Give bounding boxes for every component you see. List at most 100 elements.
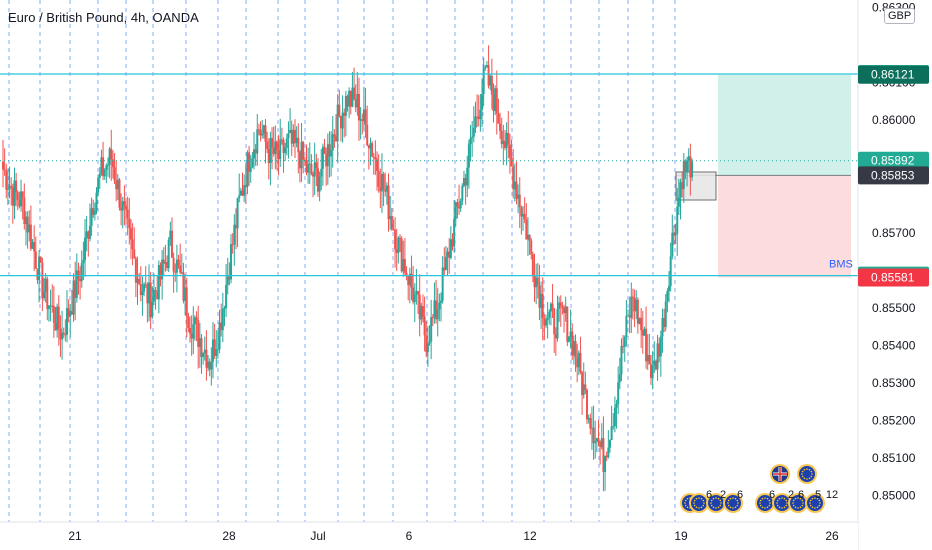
- eu-star: [700, 506, 703, 509]
- candle: [121, 196, 124, 229]
- candle: [339, 115, 342, 142]
- candle: [72, 273, 75, 322]
- eu-star: [693, 504, 696, 507]
- candle: [510, 139, 513, 167]
- candle-body: [672, 232, 675, 236]
- candle-body: [131, 239, 134, 250]
- currency-label[interactable]: GBP: [884, 8, 916, 24]
- candle-body: [469, 138, 472, 145]
- horizontal-levels[interactable]: BMS: [0, 73, 858, 277]
- candle: [520, 205, 523, 235]
- candle: [69, 304, 72, 338]
- eu-flag-icon[interactable]: [772, 493, 792, 513]
- candle-body: [26, 216, 29, 233]
- candle: [638, 317, 641, 325]
- candle-body: [80, 263, 83, 282]
- candle: [359, 107, 362, 140]
- price-badge: 0.85581: [858, 268, 929, 287]
- candle-body: [162, 259, 165, 264]
- candle-body: [417, 291, 420, 295]
- eu-star: [702, 499, 705, 502]
- candle-body: [275, 141, 278, 151]
- candle: [231, 233, 234, 254]
- candle-body: [490, 75, 493, 95]
- candle-body: [366, 124, 369, 146]
- economic-events[interactable]: 6 2 6 6 2 6 5 12: [680, 464, 838, 513]
- candle: [541, 277, 544, 341]
- candle: [182, 262, 185, 304]
- candle-body: [33, 242, 36, 252]
- eu-star: [710, 502, 712, 504]
- candle: [581, 370, 584, 415]
- candle-body: [336, 104, 339, 142]
- candle-body: [100, 157, 103, 174]
- candle-body: [466, 167, 469, 186]
- candle-body: [167, 239, 170, 269]
- eu-star: [693, 499, 696, 502]
- candle: [167, 237, 170, 273]
- candle-body: [569, 331, 572, 337]
- candle: [354, 84, 357, 113]
- candle-body: [262, 125, 265, 134]
- candle: [67, 299, 70, 323]
- time-axis[interactable]: 21 28 Jul 6 12 19 26: [0, 521, 858, 550]
- candle-body: [479, 109, 482, 120]
- candle-body: [159, 265, 162, 280]
- uk-flag-icon[interactable]: [770, 464, 790, 484]
- candle-body: [554, 334, 557, 339]
- candle: [459, 198, 462, 212]
- candle-body: [272, 147, 275, 155]
- eu-star: [734, 506, 737, 509]
- eu-flag-icon[interactable]: [689, 493, 709, 513]
- eu-flag-icon[interactable]: [797, 464, 817, 484]
- candle-body: [531, 254, 534, 277]
- candle: [236, 197, 239, 248]
- candle-body: [495, 88, 498, 114]
- eu-star: [737, 502, 739, 504]
- candle: [538, 264, 541, 321]
- candle: [180, 253, 183, 275]
- candle: [389, 195, 392, 230]
- candle: [115, 160, 118, 202]
- eu-star: [801, 499, 804, 502]
- candle-body: [38, 256, 41, 280]
- candle: [577, 350, 580, 376]
- candle-body: [333, 134, 336, 137]
- candle-body: [295, 137, 298, 144]
- candle-body: [15, 180, 18, 193]
- candle: [443, 247, 446, 276]
- candle: [613, 396, 616, 433]
- candle-body: [338, 104, 341, 116]
- candle-body: [136, 278, 139, 283]
- candle: [489, 73, 492, 91]
- candle: [141, 276, 144, 316]
- candle: [663, 308, 666, 333]
- candle: [10, 177, 13, 206]
- candle: [671, 214, 674, 260]
- candle-body: [3, 169, 6, 171]
- eu-star: [761, 506, 764, 509]
- candle: [87, 230, 90, 257]
- candle-body: [182, 272, 185, 301]
- candle: [556, 295, 559, 342]
- candle: [502, 124, 505, 165]
- candle-body: [93, 210, 96, 215]
- eu-flag-icon[interactable]: [805, 493, 825, 513]
- eu-flag-icon[interactable]: [788, 493, 808, 513]
- candle-body: [172, 257, 175, 272]
- candle: [356, 71, 359, 116]
- eu-star: [801, 504, 804, 507]
- eu-star: [794, 497, 797, 500]
- candle: [682, 153, 685, 203]
- candle: [294, 119, 297, 158]
- eu-flag-icon[interactable]: [723, 493, 743, 513]
- eu-flag-icon[interactable]: [706, 493, 726, 513]
- candle: [413, 283, 416, 323]
- candle: [174, 263, 177, 282]
- eu-star: [801, 473, 803, 475]
- eu-flag-icon[interactable]: [755, 493, 775, 513]
- candle: [531, 251, 534, 283]
- candle: [627, 309, 630, 317]
- candle: [405, 266, 408, 281]
